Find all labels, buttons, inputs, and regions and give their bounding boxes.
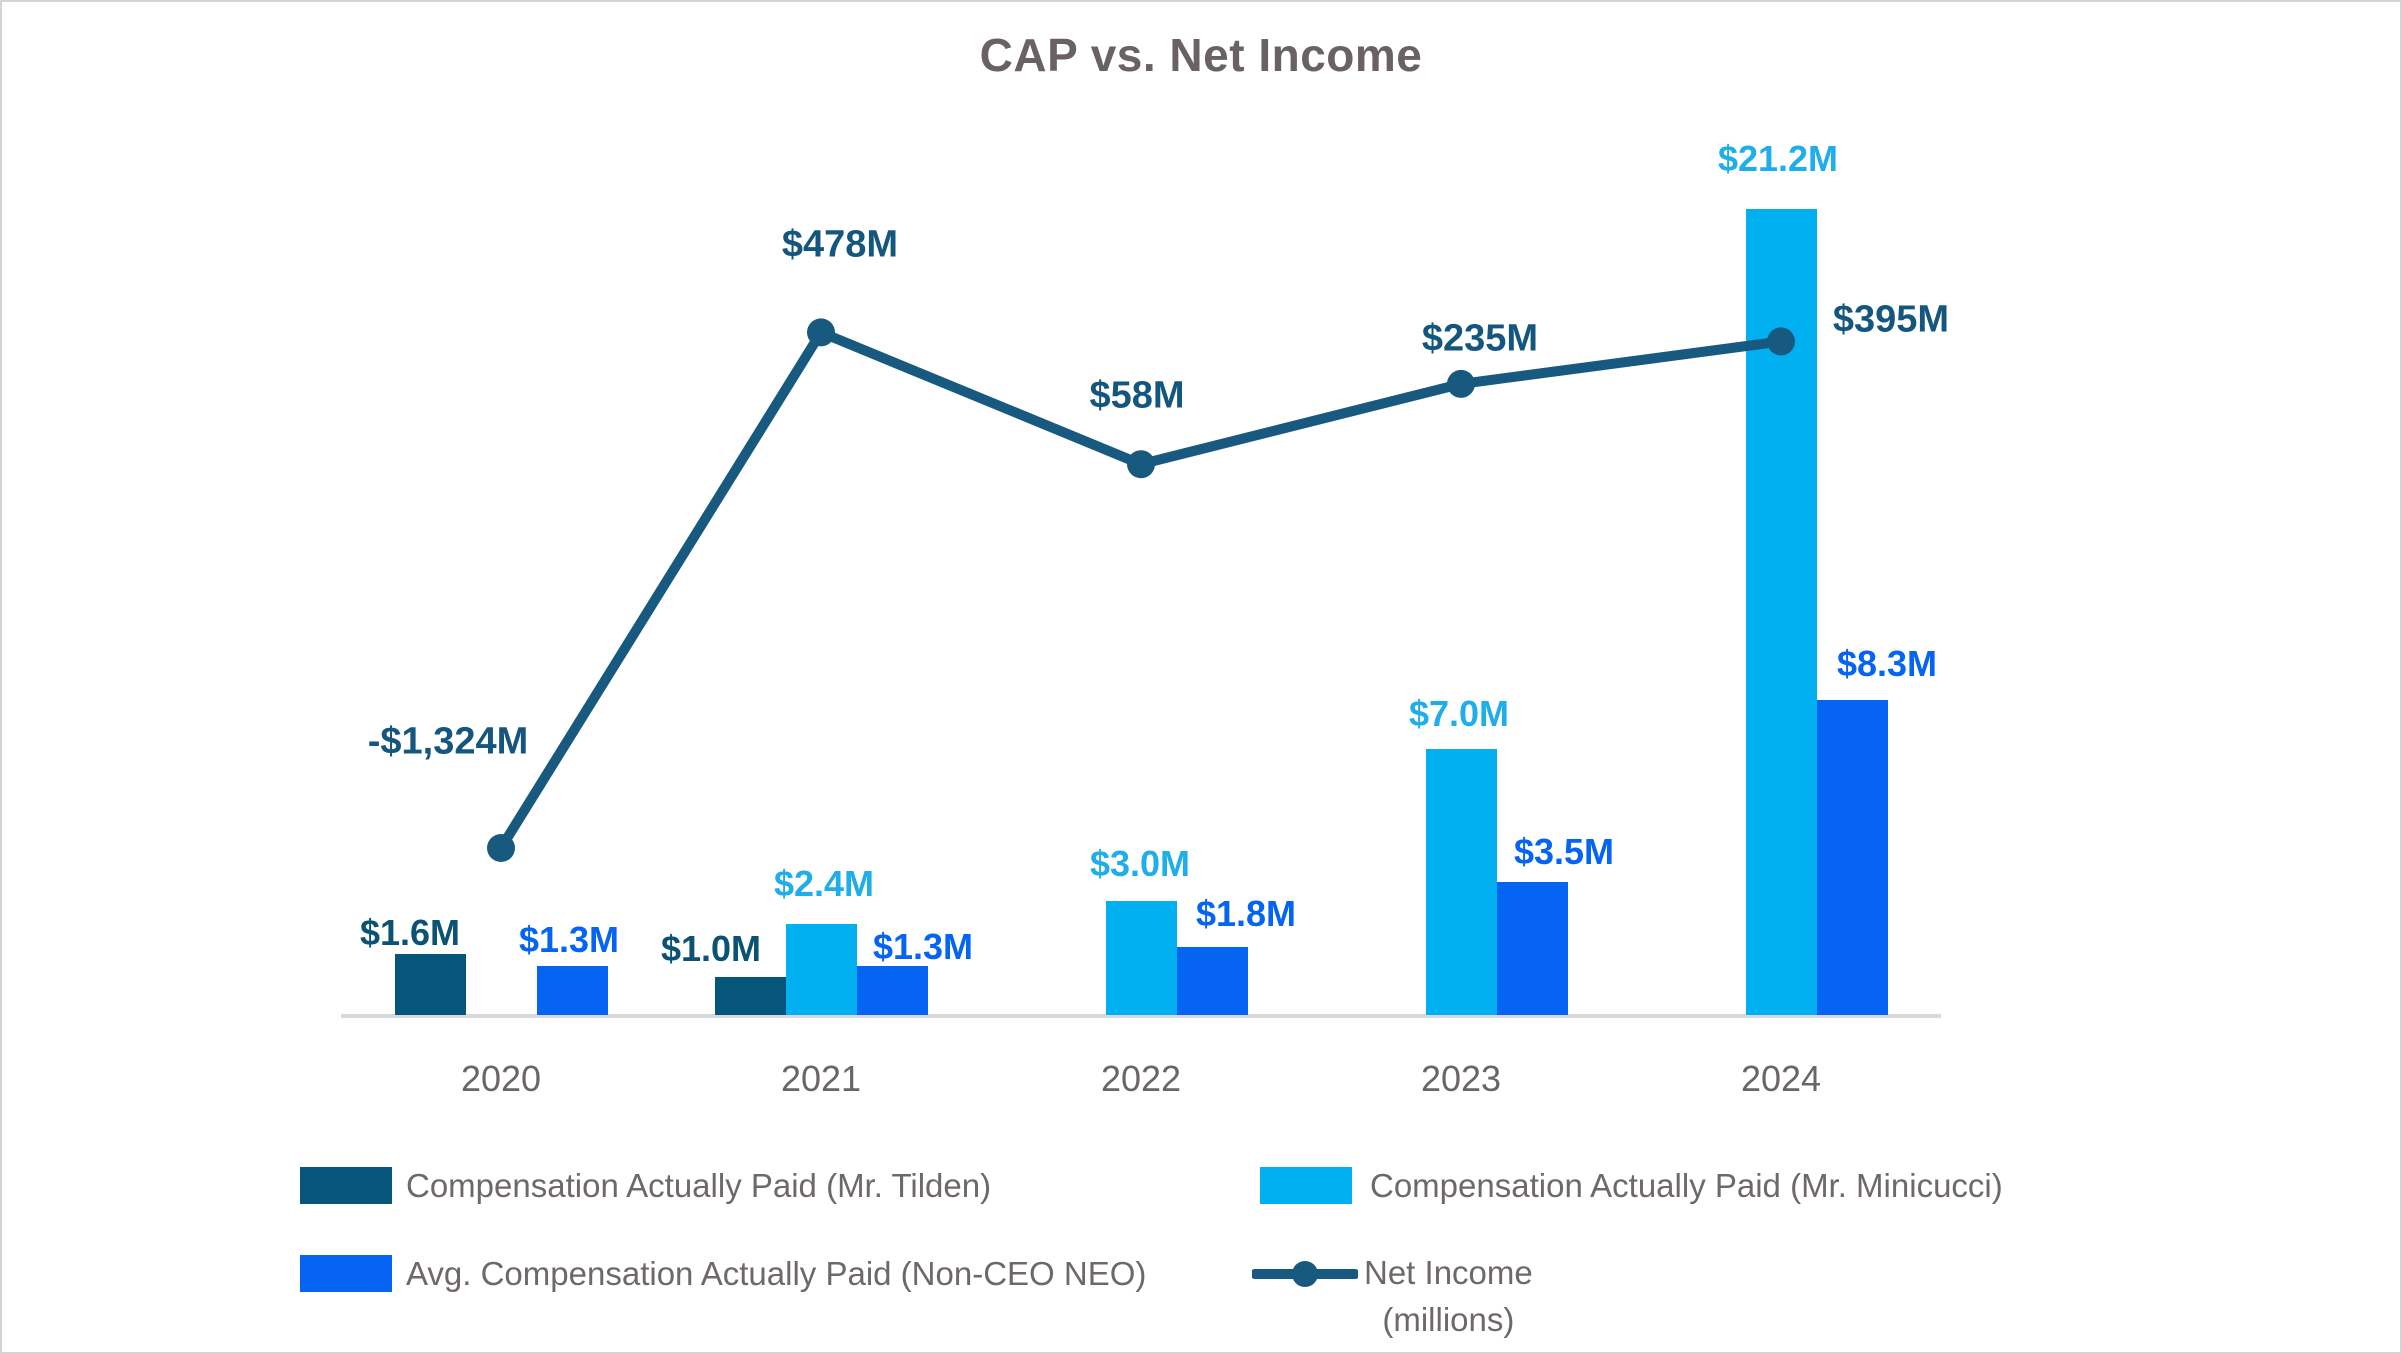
net-income-data-label-2021: $478M [781, 223, 899, 266]
net-income-data-label-2022: $58M [1089, 374, 1185, 417]
bar-data-label-series3-2022: $1.8M [1195, 893, 1297, 934]
bar-series1-2020 [394, 954, 466, 1015]
bar-data-label-series2-2021: $2.4M [773, 863, 875, 904]
net-income-data-label-2020: -$1,324M [367, 720, 529, 763]
x-axis-label-2023: 2023 [1420, 1058, 1502, 1099]
bar-data-label-series3-2023: $3.5M [1513, 831, 1615, 872]
x-axis-label-2021: 2021 [780, 1058, 862, 1099]
bar-data-label-series1-2020: $1.6M [359, 912, 461, 953]
net-income-data-label-2023: $235M [1421, 317, 1539, 360]
bar-series2-2021 [785, 923, 857, 1015]
bar-series3-2022 [1176, 946, 1248, 1015]
x-axis-line [341, 1014, 1941, 1018]
bar-data-label-series3-2024: $8.3M [1836, 643, 1938, 684]
bar-series3-2021 [856, 965, 928, 1015]
bar-series1-2021 [714, 977, 786, 1015]
x-axis-label-2022: 2022 [1100, 1058, 1182, 1099]
x-axis-label-2024: 2024 [1740, 1058, 1822, 1099]
chart-title: CAP vs. Net Income [979, 29, 1423, 81]
bar-series2-2023 [1425, 749, 1497, 1015]
bar-data-label-series2-2022: $3.0M [1089, 843, 1191, 884]
bar-series3-2024 [1816, 699, 1888, 1015]
bar-data-label-series3-2021: $1.3M [872, 926, 974, 967]
bar-series2-2024 [1745, 209, 1817, 1015]
bar-series2-2022 [1105, 901, 1177, 1015]
bar-data-label-series2-2023: $7.0M [1408, 693, 1510, 734]
bar-series3-2023 [1496, 882, 1568, 1015]
net-income-data-label-2024: $395M [1832, 298, 1950, 341]
x-axis-label-2020: 2020 [460, 1058, 542, 1099]
bar-data-label-series1-2021: $1.0M [660, 928, 762, 969]
bar-data-label-series2-2024: $21.2M [1717, 138, 1839, 179]
bar-data-label-series3-2020: $1.3M [518, 919, 620, 960]
bar-series3-2020 [536, 965, 608, 1015]
